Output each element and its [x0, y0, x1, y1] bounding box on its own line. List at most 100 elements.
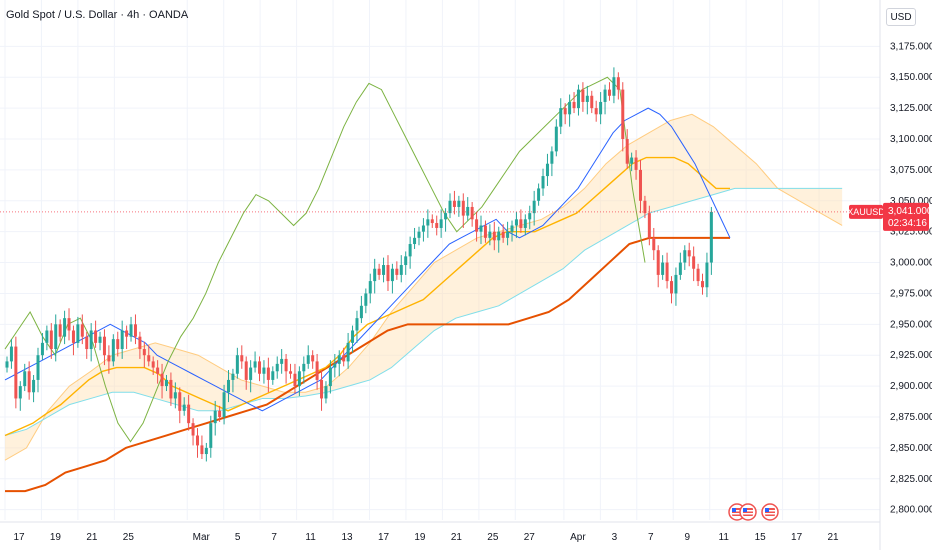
kijun-extra-line — [5, 236, 730, 493]
candle-body — [293, 373, 297, 387]
candle-body — [178, 392, 182, 411]
candle-body — [603, 89, 607, 102]
chart-title: Gold Spot / U.S. Dollar · 4h · OANDA — [6, 9, 189, 21]
candle-body — [320, 379, 324, 399]
candle-body — [262, 367, 266, 374]
candle-body — [5, 361, 9, 368]
candle-body — [195, 435, 199, 446]
candle-body — [554, 126, 558, 152]
x-tick-label: 25 — [123, 532, 135, 543]
candle-body — [488, 231, 492, 238]
x-tick-label: 7 — [648, 532, 654, 543]
candle-body — [417, 231, 421, 238]
grid-lines — [0, 0, 880, 520]
candle-body — [182, 404, 186, 411]
candle-body — [258, 361, 262, 374]
x-tick-label: 3 — [612, 532, 618, 543]
candle-body — [501, 231, 505, 238]
candle-body — [612, 77, 616, 96]
candle-body — [541, 176, 545, 189]
x-tick-label: 17 — [791, 532, 803, 543]
us-flag-event-icon[interactable] — [761, 503, 779, 521]
symbol-label: XAUUSD — [847, 207, 885, 217]
candle-body — [328, 367, 332, 387]
candle-body — [506, 231, 510, 238]
y-tick-label: 2,800.000 — [890, 505, 932, 516]
candle-body — [14, 346, 18, 399]
candle-body — [678, 262, 682, 275]
x-tick-label: 11 — [305, 532, 316, 543]
candle-body — [129, 324, 133, 337]
candle-body — [40, 342, 44, 356]
candle-body — [426, 219, 430, 226]
candle-body — [9, 346, 13, 362]
candle-body — [222, 392, 226, 417]
candle-body — [576, 89, 580, 109]
x-tick-label: Apr — [570, 532, 586, 543]
candle-body — [413, 237, 417, 245]
candle-body — [537, 188, 541, 201]
candle-body — [373, 268, 377, 282]
candle-body — [616, 77, 620, 90]
candle-body — [709, 211, 713, 263]
y-tick-label: 2,925.000 — [890, 350, 932, 361]
candle-body — [661, 262, 665, 275]
candle-body — [572, 101, 576, 109]
candle-body — [89, 330, 93, 350]
y-tick-label: 2,875.000 — [890, 412, 932, 423]
candle-body — [71, 330, 75, 343]
candle-body — [138, 336, 142, 350]
candle-body — [430, 219, 434, 224]
candle-body — [452, 200, 456, 207]
candle-body — [218, 410, 222, 417]
candle-body — [240, 355, 244, 362]
candle-body — [683, 250, 687, 263]
lagging-span — [4, 76, 646, 443]
y-tick-label: 3,025.000 — [890, 227, 932, 238]
leading-span-b — [4, 187, 843, 436]
x-tick-label: 21 — [451, 532, 463, 543]
candle-body — [497, 231, 501, 241]
candle-body — [280, 358, 284, 364]
candle-body — [23, 371, 27, 387]
y-axis: 3,175.000 3,150.000 3,125.000 3,100.000 3,07… — [879, 0, 932, 550]
candle-body — [448, 200, 452, 214]
candle-body — [351, 330, 355, 343]
candle-body — [102, 336, 106, 356]
candle-body — [85, 336, 89, 350]
currency-button[interactable]: USD — [886, 8, 916, 26]
candle-body — [160, 373, 164, 387]
x-tick-label: 7 — [271, 532, 277, 543]
candle-body — [67, 318, 71, 331]
candle-body — [647, 213, 651, 238]
candle-body — [514, 219, 518, 226]
x-tick-label: 11 — [719, 532, 730, 543]
candle-body — [670, 281, 673, 294]
x-tick-label: 21 — [86, 532, 98, 543]
candle-body — [311, 355, 315, 362]
candle-body — [519, 219, 523, 228]
candle-body — [568, 101, 572, 115]
y-tick-label: 3,175.000 — [890, 41, 932, 52]
x-tick-label: 27 — [524, 532, 536, 543]
candle-body — [368, 281, 372, 294]
candle-body — [191, 423, 195, 436]
candle-body — [302, 363, 306, 372]
y-tick-label: 3,100.000 — [890, 134, 932, 145]
x-tick-label: 15 — [755, 532, 767, 543]
candle-body — [607, 89, 611, 96]
us-flag-event-icon[interactable] — [739, 503, 757, 521]
candle-body — [599, 101, 603, 115]
candle-body — [80, 324, 84, 337]
x-tick-label: 19 — [50, 532, 62, 543]
x-tick-label: Mar — [193, 532, 211, 543]
x-tick-label: 9 — [684, 532, 690, 543]
candle-body — [284, 358, 288, 372]
candle-body — [18, 386, 22, 399]
x-tick-label: 25 — [487, 532, 499, 543]
candle-body — [275, 363, 279, 372]
candle-body — [306, 355, 310, 364]
candle-body — [289, 371, 293, 374]
